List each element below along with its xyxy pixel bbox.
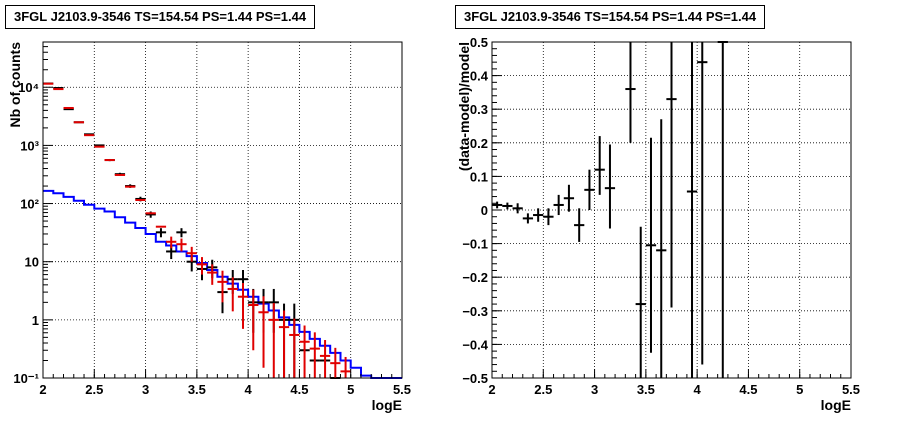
residual-y-tick-label: 0.2: [470, 136, 488, 151]
residual-x-tick-label: 5.5: [842, 382, 860, 397]
counts-x-tick-label: 3.5: [188, 382, 206, 397]
counts-x-tick-label: 2: [39, 382, 46, 397]
data-point: [176, 228, 187, 238]
model-sum-point: [319, 340, 331, 378]
residual-y-tick-label: 0.1: [470, 169, 488, 184]
residual-point: [502, 202, 513, 210]
residual-x-tick-label: 3: [591, 382, 598, 397]
counts-title: 3FGL J2103.9-3546 TS=154.54 PS=1.44 PS=1…: [5, 5, 316, 29]
residual-point: [604, 144, 616, 229]
residual-x-tick-label: 3.5: [637, 382, 655, 397]
residual-marks: [492, 41, 728, 378]
residual-point: [645, 137, 657, 353]
counts-y-tick-label: 10³: [20, 138, 39, 153]
model-sum-point: [196, 257, 208, 275]
counts-x-tick-label: 2.5: [85, 382, 103, 397]
model-sum-point: [207, 264, 218, 285]
residual-point: [574, 208, 585, 242]
residual-point: [492, 201, 503, 209]
model-sum-point: [268, 302, 279, 378]
residual-point: [635, 226, 646, 378]
residual-point: [563, 184, 575, 212]
residual-point: [543, 208, 554, 226]
model-sum-point: [330, 347, 341, 378]
counts-x-tick-label: 3: [142, 382, 149, 397]
residual-x-tick-label: 4: [694, 382, 702, 397]
residual-point: [656, 119, 667, 378]
residual-x-tick-label: 4.5: [739, 382, 757, 397]
residual-point: [697, 42, 708, 365]
residual-point: [594, 136, 605, 195]
residual-point: [686, 42, 698, 378]
residual-x-tick-label: 2.5: [534, 382, 552, 397]
residual-y-tick-label: −0.4: [462, 337, 488, 352]
model-sum-point: [186, 246, 197, 262]
model-step-line: [43, 189, 402, 379]
model-sum-point: [278, 310, 290, 378]
model-sum-point: [309, 332, 320, 378]
model-sum-point: [166, 236, 177, 249]
residual-grid: [492, 42, 851, 378]
counts-frame: [42, 41, 403, 379]
residual-y-tick-label: −0.3: [462, 304, 488, 319]
model-sum-point: [237, 283, 249, 329]
counts-y-tick-label: 10⁻¹: [13, 371, 39, 386]
model-sum-point: [217, 270, 228, 303]
counts-x-tick-label: 5.5: [393, 382, 411, 397]
residual-y-tick-label: −0.1: [462, 237, 488, 252]
counts-x-tick-label: 4.5: [290, 382, 308, 397]
counts-panel: 2 2.5 3 3.5 4 4.5 5 5.5 10⁻¹ 1 10 10² 10³ 10⁴ logE Nb…: [7, 41, 411, 413]
data-point: [155, 228, 167, 238]
residual-y-tick-label: −0.2: [462, 270, 488, 285]
residual-y-tick-label: 0.4: [470, 69, 489, 84]
residual-point: [522, 213, 534, 224]
residual-point: [584, 169, 595, 210]
residual-y-tick-label: 0.3: [470, 102, 488, 117]
residual-y-tick-label: −0.5: [462, 371, 488, 386]
counts-x-tick-label: 5: [347, 382, 354, 397]
model-sum-point: [340, 356, 351, 378]
model-sum-point: [299, 325, 310, 378]
counts-y-tick-label: 10²: [20, 197, 39, 212]
counts-y-tick-label: 1: [32, 313, 39, 328]
residual-point: [533, 208, 544, 222]
counts-ticks: 2 2.5 3 3.5 4 4.5 5 5.5 10⁻¹ 1 10 10² 10³ 10⁴: [13, 41, 411, 397]
residual-x-tick-label: 5: [796, 382, 803, 397]
residual-point: [553, 194, 564, 216]
model-sum-point: [248, 289, 259, 351]
residual-xlabel: logE: [821, 397, 851, 413]
residual-ticks: 2 2.5 3 3.5 4 4.5 5 5.5 −0.5 −0.4 −0.3 −0.2 −0.1 0 0.1…: [462, 35, 860, 397]
counts-grid: [43, 42, 402, 378]
residual-title: 3FGL J2103.9-3546 TS=154.54 PS=1.44 PS=1…: [455, 5, 766, 29]
residual-y-tick-label: 0.5: [470, 35, 488, 50]
residual-panel: 2 2.5 3 3.5 4 4.5 5 5.5 −0.5 −0.4 −0.3 −0.2 −0.1 0 0.1…: [456, 35, 860, 413]
model-sum-point: [258, 296, 269, 368]
residual-x-tick-label: 2: [488, 382, 495, 397]
counts-xlabel: logE: [372, 397, 402, 413]
counts-x-tick-label: 4: [245, 382, 253, 397]
counts-y-tick-label: 10: [25, 255, 39, 270]
counts-y-tick-label: 10⁴: [18, 80, 39, 95]
residual-ylabel: (data-model)/model: [456, 42, 472, 171]
counts-marks: [43, 82, 402, 379]
model-sum-point: [227, 277, 238, 312]
residual-point: [666, 42, 677, 308]
residual-point: [625, 42, 636, 143]
residual-y-tick-label: 0: [481, 203, 488, 218]
counts-ylabel: Nb of counts: [7, 42, 23, 128]
residual-point: [512, 203, 523, 214]
model-sum-point: [176, 238, 187, 252]
model-sum-point: [289, 318, 300, 378]
